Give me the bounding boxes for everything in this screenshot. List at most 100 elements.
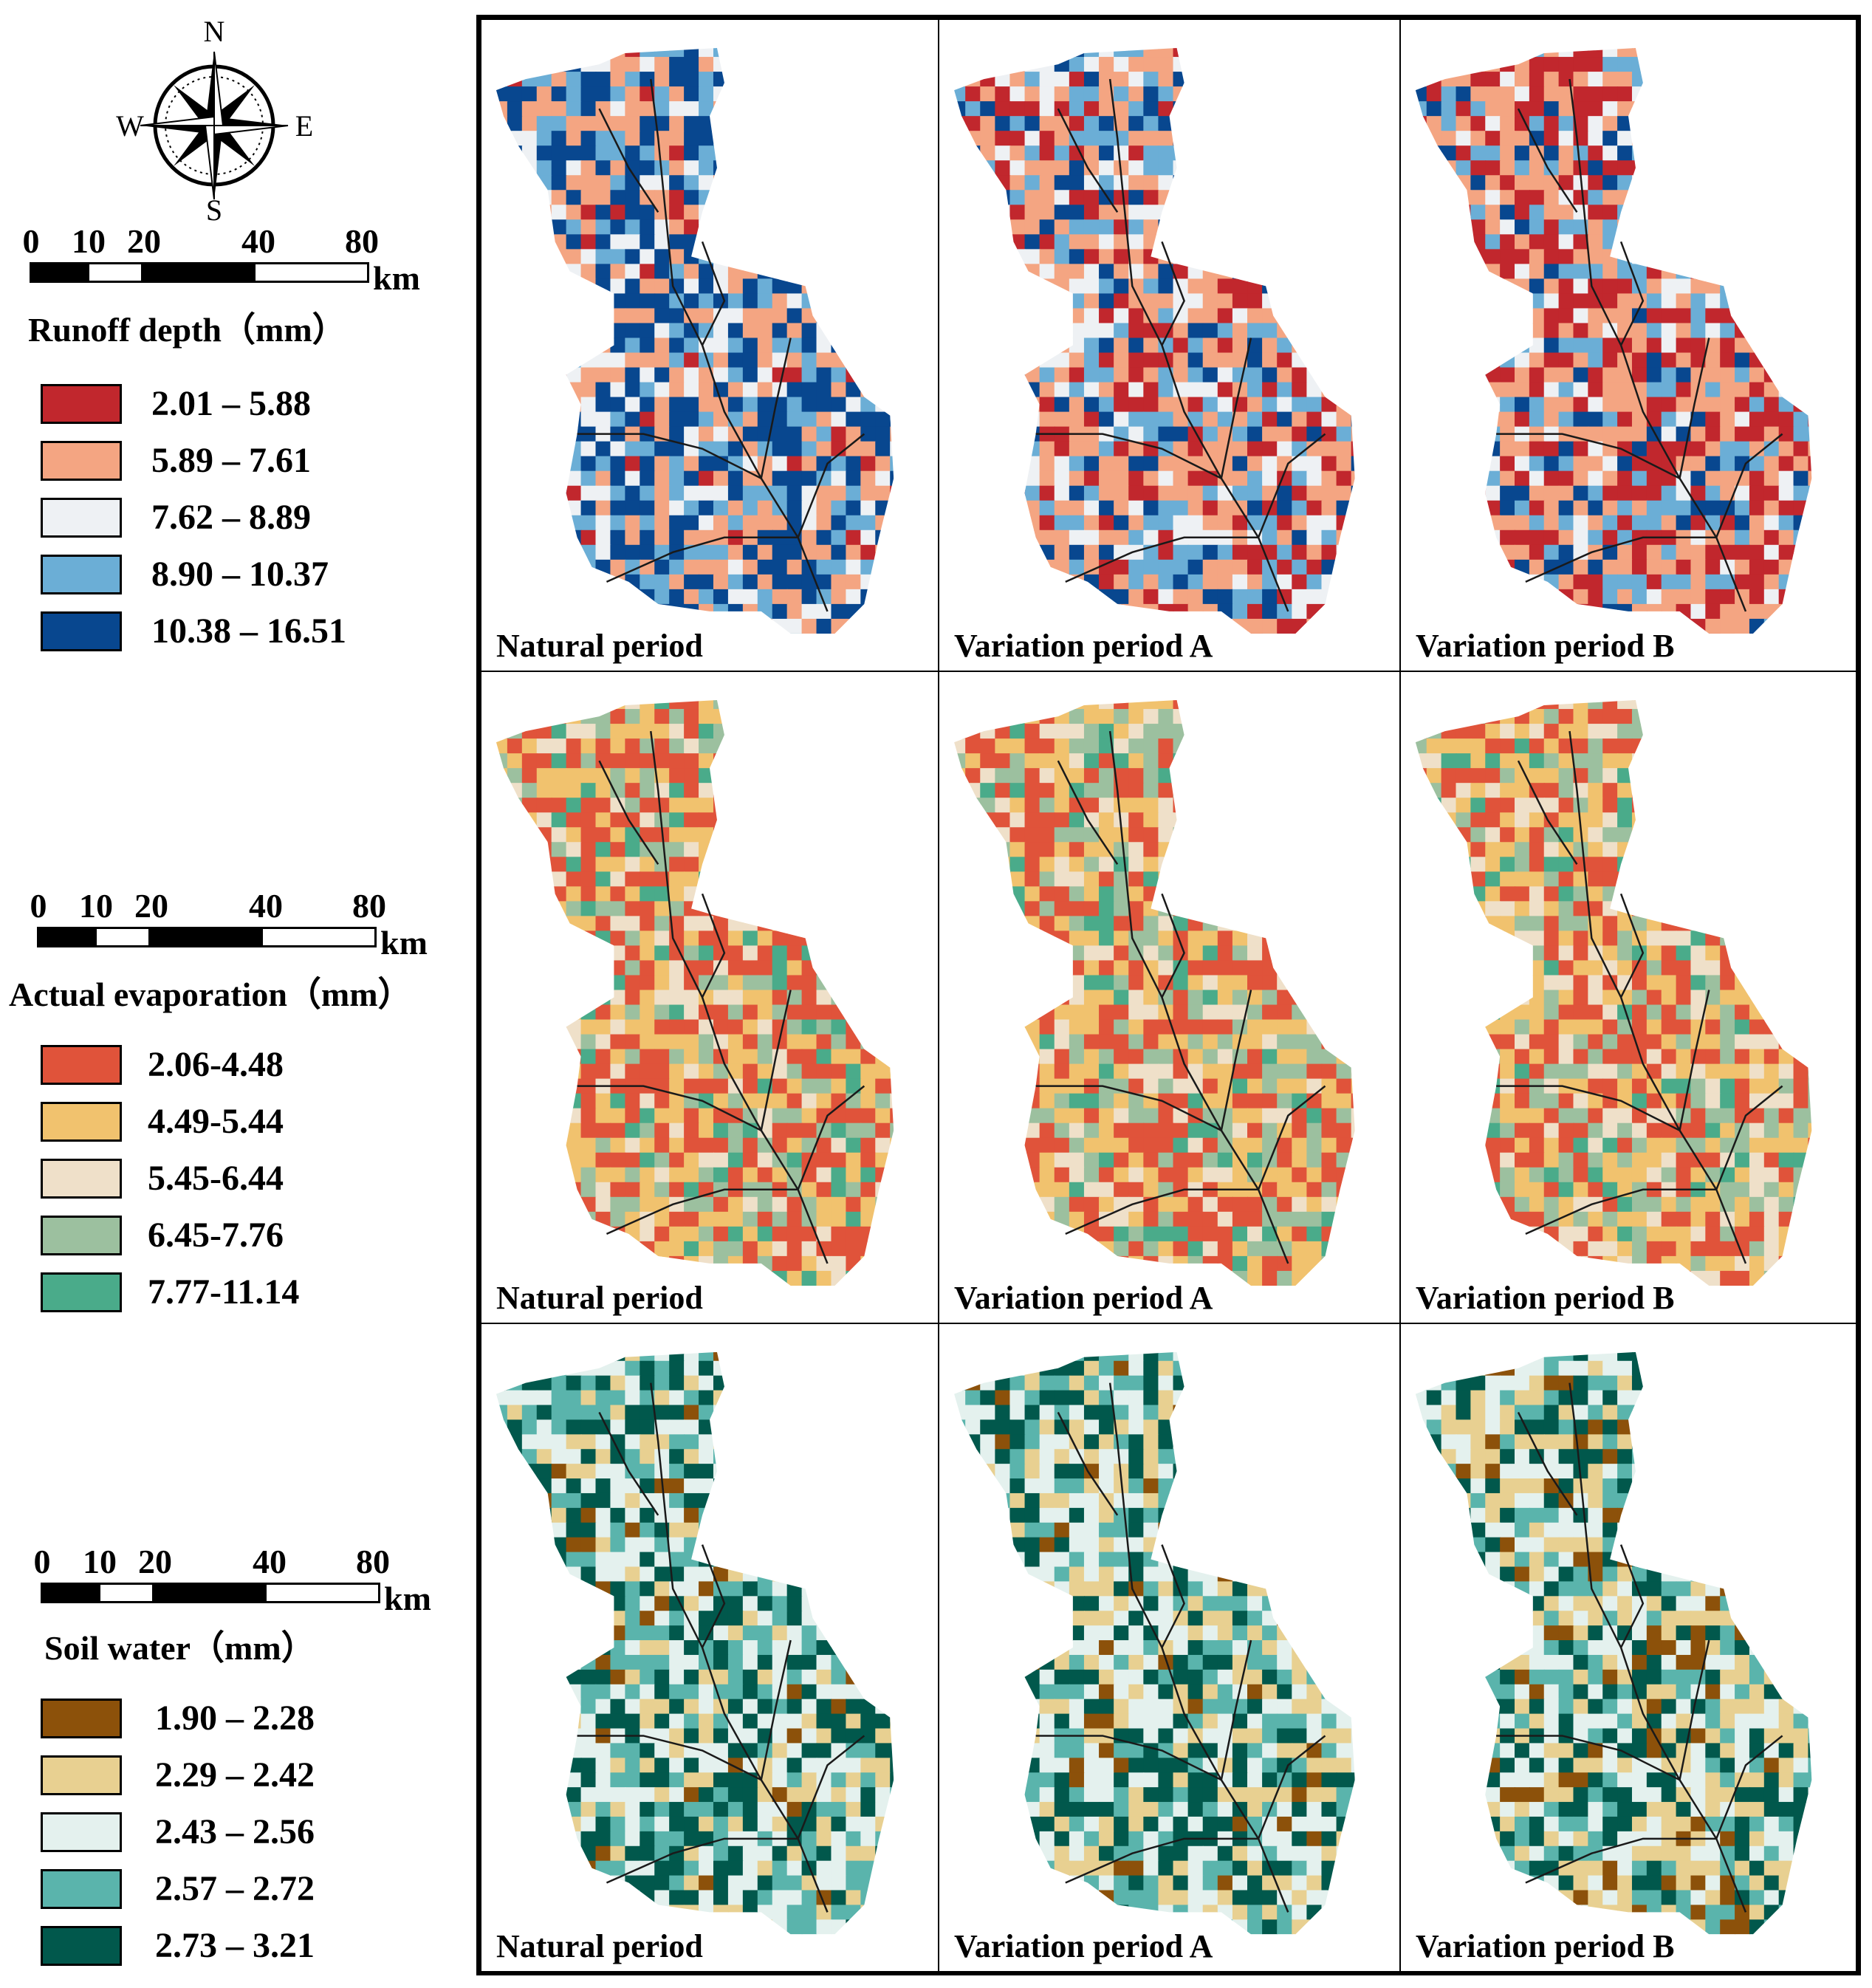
- river-line: [701, 1544, 726, 1648]
- scale-tick: 40: [241, 222, 275, 260]
- map-panel-evap-a: Variation period A: [938, 671, 1401, 1324]
- river-line: [1568, 1382, 1747, 1913]
- river-line: [606, 536, 798, 583]
- river-line: [577, 1735, 762, 1781]
- river-line: [1715, 1085, 1783, 1190]
- scale-tick: 0: [33, 1543, 51, 1580]
- river-line: [1161, 893, 1185, 998]
- map-panel-evap-natural: Natural period: [480, 671, 939, 1324]
- river-line: [1065, 1188, 1259, 1235]
- map-panel-evap-b: Variation period B: [1399, 671, 1857, 1324]
- period-label: Variation period A: [954, 1280, 1213, 1316]
- river-line: [1715, 1735, 1783, 1840]
- map-panel-runoff-a: Variation period A: [938, 18, 1401, 672]
- period-label: Variation period A: [954, 628, 1213, 664]
- basin-map: [1415, 1351, 1812, 1935]
- river-line: [1220, 1639, 1252, 1780]
- river-line: [1715, 433, 1783, 538]
- period-label: Natural period: [496, 628, 703, 664]
- river-line: [1035, 1735, 1222, 1781]
- legend-title-soil: Soil water（mm）: [44, 1629, 315, 1667]
- river-line: [1496, 433, 1681, 479]
- map-panel-soil-a: Variation period A: [938, 1323, 1401, 1972]
- map-grid: Natural period Variation period A Variat…: [476, 15, 1861, 1975]
- river-line: [1679, 337, 1710, 479]
- river-line: [1525, 536, 1717, 583]
- scale-tick: 10: [79, 887, 113, 925]
- river-line: [1679, 1639, 1710, 1780]
- river-line: [1619, 241, 1645, 346]
- river-line: [1525, 1837, 1717, 1884]
- river-line: [1525, 1188, 1717, 1235]
- river-line: [1220, 990, 1252, 1131]
- period-label: Variation period B: [1416, 628, 1675, 664]
- river-line: [1035, 433, 1222, 479]
- compass-e: E: [295, 109, 313, 143]
- river-line: [598, 1411, 659, 1516]
- scale-bar-soil: 0 10 20 40 80 km: [34, 1542, 454, 1623]
- river-line: [1257, 1735, 1326, 1840]
- compass-s: S: [206, 193, 222, 222]
- basin-map: [496, 700, 894, 1286]
- river-line: [760, 990, 792, 1131]
- river-line: [1568, 78, 1747, 612]
- river-line: [1035, 1085, 1222, 1131]
- river-line: [760, 337, 792, 479]
- river-line: [1568, 730, 1747, 1264]
- map-panel-soil-b: Variation period B: [1399, 1323, 1857, 1972]
- river-line: [1161, 1544, 1185, 1648]
- period-label: Variation period A: [954, 1928, 1213, 1964]
- river-line: [1065, 1837, 1259, 1884]
- map-panel-soil-natural: Natural period: [480, 1323, 939, 1972]
- river-line: [1065, 536, 1259, 583]
- basin-map: [1415, 48, 1812, 634]
- scale-tick: 40: [249, 887, 283, 925]
- basin-map: [496, 48, 894, 634]
- river-line: [1679, 990, 1710, 1131]
- river-line: [577, 1085, 762, 1131]
- compass-rose-icon: N S E W: [116, 15, 313, 222]
- river-line: [1517, 760, 1578, 865]
- river-line: [1496, 1085, 1681, 1131]
- period-label: Natural period: [496, 1928, 703, 1964]
- river-line: [606, 1188, 798, 1235]
- map-panel-runoff-natural: Natural period: [480, 18, 939, 672]
- scale-tick: 80: [345, 222, 379, 260]
- scale-tick: 20: [138, 1543, 172, 1580]
- scale-tick: 20: [127, 222, 161, 260]
- scale-unit: km: [373, 259, 420, 297]
- scale-tick: 40: [253, 1543, 287, 1580]
- river-line: [1257, 433, 1326, 538]
- river-line: [1057, 108, 1119, 213]
- period-label: Variation period B: [1416, 1280, 1675, 1316]
- river-line: [760, 1639, 792, 1780]
- compass-w: W: [116, 109, 144, 143]
- scale-tick: 0: [30, 887, 47, 925]
- scale-unit: km: [380, 924, 428, 962]
- river-line: [1257, 1085, 1326, 1190]
- scale-tick: 80: [356, 1543, 390, 1580]
- scale-tick: 80: [352, 887, 386, 925]
- legend-column: N S E W 0 10 20 40 80 km Runoff depth（mm…: [0, 0, 473, 1988]
- basin-map: [954, 700, 1355, 1286]
- scale-bar-evaporation: 0 10 20 40 80 km: [30, 886, 450, 967]
- period-label: Variation period B: [1416, 1928, 1675, 1964]
- legend-title-evaporation: Actual evaporation（mm）: [9, 976, 412, 1013]
- river-line: [701, 241, 726, 346]
- period-label: Natural period: [496, 1280, 703, 1316]
- basin-map: [954, 1351, 1355, 1935]
- river-line: [1517, 1411, 1578, 1516]
- scale-tick: 0: [22, 222, 40, 260]
- scale-tick: 20: [134, 887, 168, 925]
- river-line: [797, 1085, 865, 1190]
- river-line: [1057, 760, 1119, 865]
- river-line: [598, 760, 659, 865]
- basin-map: [1415, 700, 1812, 1286]
- basin-map: [954, 48, 1355, 634]
- river-line: [797, 1735, 865, 1840]
- basin-map: [496, 1351, 894, 1935]
- scale-tick: 10: [72, 222, 106, 260]
- scale-bar-runoff: 0 10 20 40 80 km: [23, 222, 443, 303]
- map-panel-runoff-b: Variation period B: [1399, 18, 1857, 672]
- river-line: [577, 433, 762, 479]
